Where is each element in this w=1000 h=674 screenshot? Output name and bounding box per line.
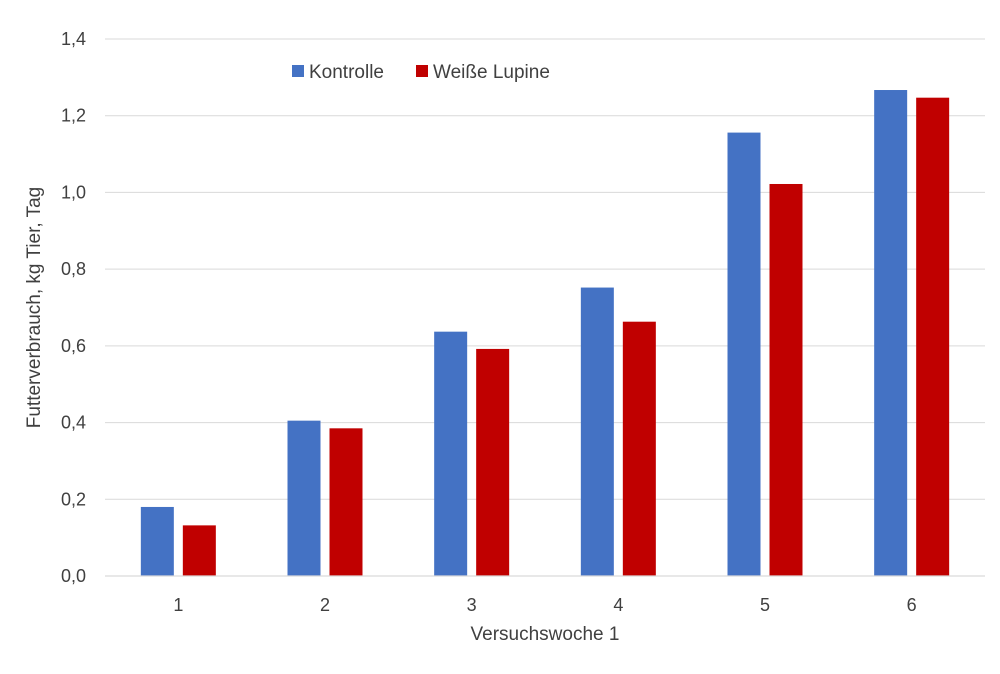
bar-kontrolle	[140, 506, 174, 576]
y-tick-label: 0,6	[61, 336, 86, 356]
bar-weisse-lupine	[622, 321, 656, 576]
bar-weisse-lupine	[769, 183, 803, 577]
bar-kontrolle	[580, 287, 614, 576]
bars	[140, 90, 950, 577]
bar-weisse-lupine	[182, 525, 216, 576]
y-axis-title: Futterverbrauch, kg Tier, Tag	[24, 187, 45, 429]
gridlines	[105, 38, 985, 500]
y-tick-label: 0,0	[61, 566, 86, 586]
x-axis-title: Versuchswoche 1	[471, 624, 620, 645]
x-tick-label: 3	[467, 595, 477, 615]
bar-kontrolle	[434, 331, 468, 576]
y-tick-label: 1,0	[61, 182, 86, 202]
y-tick-label: 1,2	[61, 106, 86, 126]
bar-kontrolle	[727, 132, 761, 576]
x-tick-label: 6	[907, 595, 917, 615]
bar-weisse-lupine	[329, 428, 363, 576]
y-tick-label: 1,4	[61, 29, 86, 49]
legend-label: Kontrolle	[309, 62, 384, 83]
y-tick-label: 0,4	[61, 413, 86, 433]
x-tick-label: 1	[173, 595, 183, 615]
x-axis-ticks: 1 2 3 4 5 6	[173, 595, 916, 615]
bar-kontrolle	[287, 420, 321, 576]
legend-swatch	[416, 65, 428, 77]
bar-kontrolle	[874, 90, 908, 576]
bar-weisse-lupine	[476, 348, 510, 576]
y-tick-label: 0,2	[61, 489, 86, 509]
y-tick-label: 0,8	[61, 259, 86, 279]
bar-weisse-lupine	[916, 97, 950, 576]
y-axis-ticks: 0,0 0,2 0,4 0,6 0,8 1,0 1,2 1,4	[61, 29, 86, 586]
legend: Kontrolle Weiße Lupine	[292, 62, 550, 83]
legend-swatch	[292, 65, 304, 77]
legend-label: Weiße Lupine	[433, 62, 550, 83]
x-tick-label: 2	[320, 595, 330, 615]
x-tick-label: 4	[613, 595, 623, 615]
x-tick-label: 5	[760, 595, 770, 615]
